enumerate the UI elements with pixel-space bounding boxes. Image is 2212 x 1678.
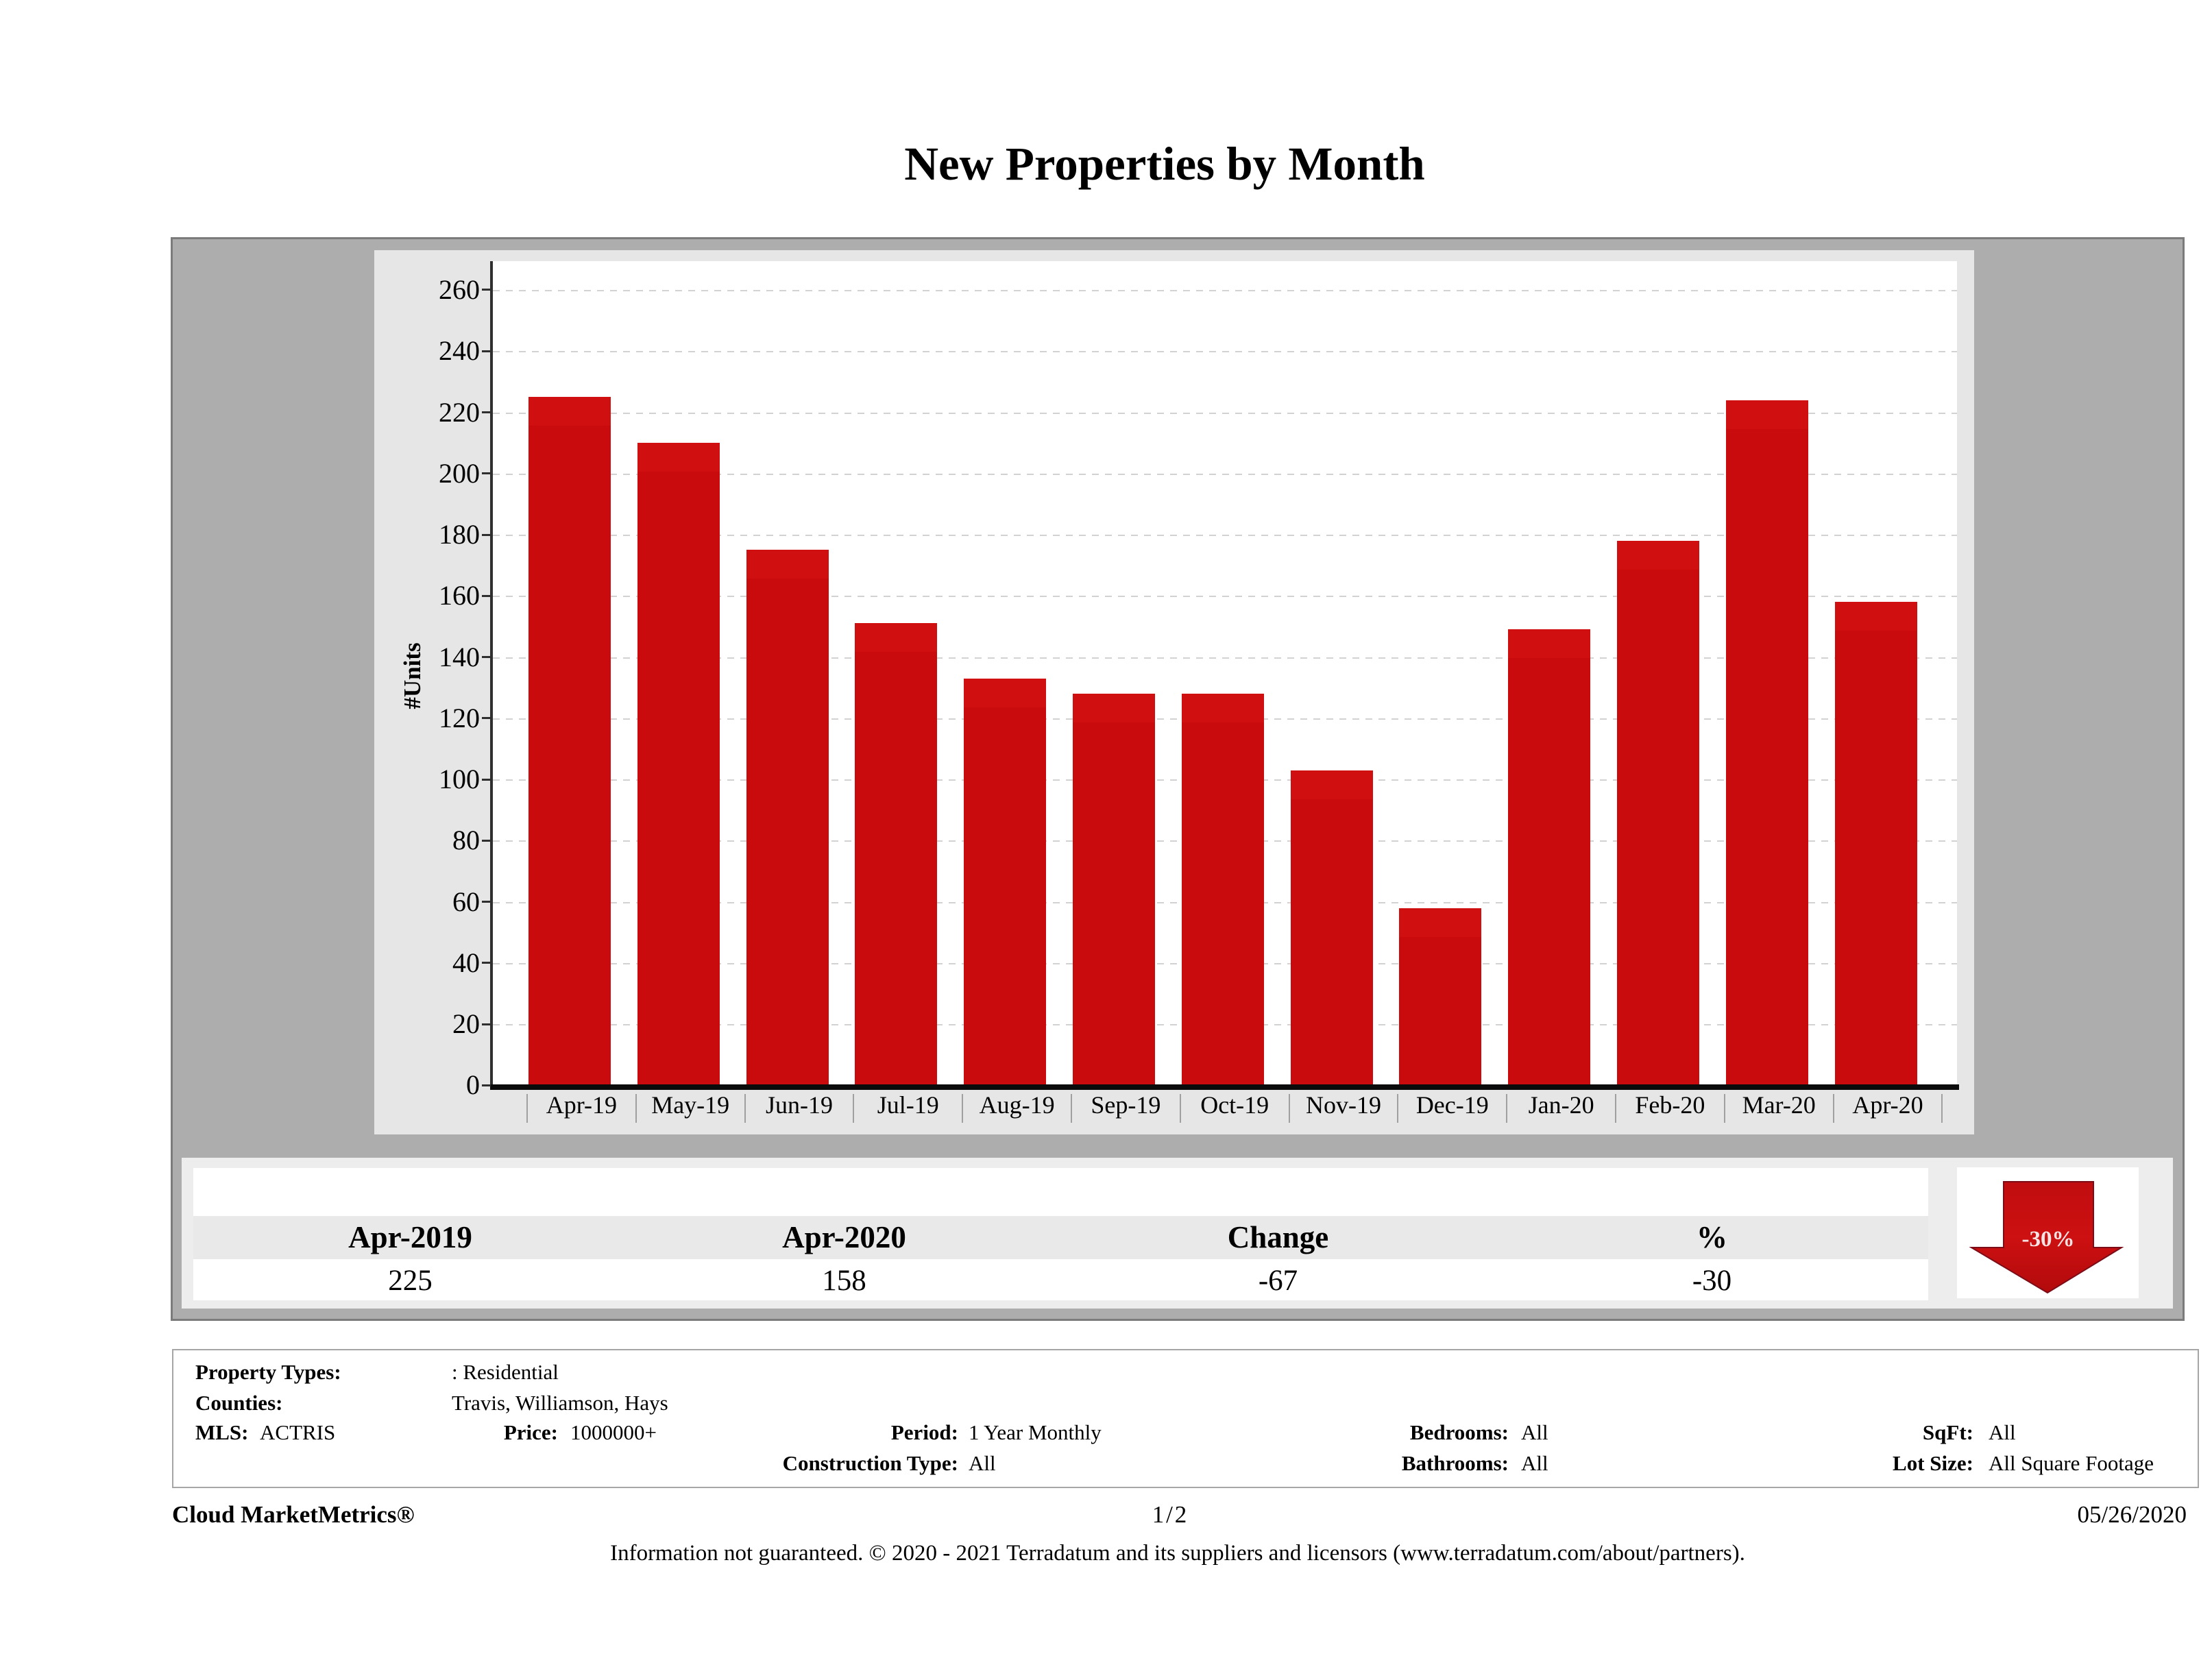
svg-text:-30%: -30%	[2022, 1227, 2075, 1252]
